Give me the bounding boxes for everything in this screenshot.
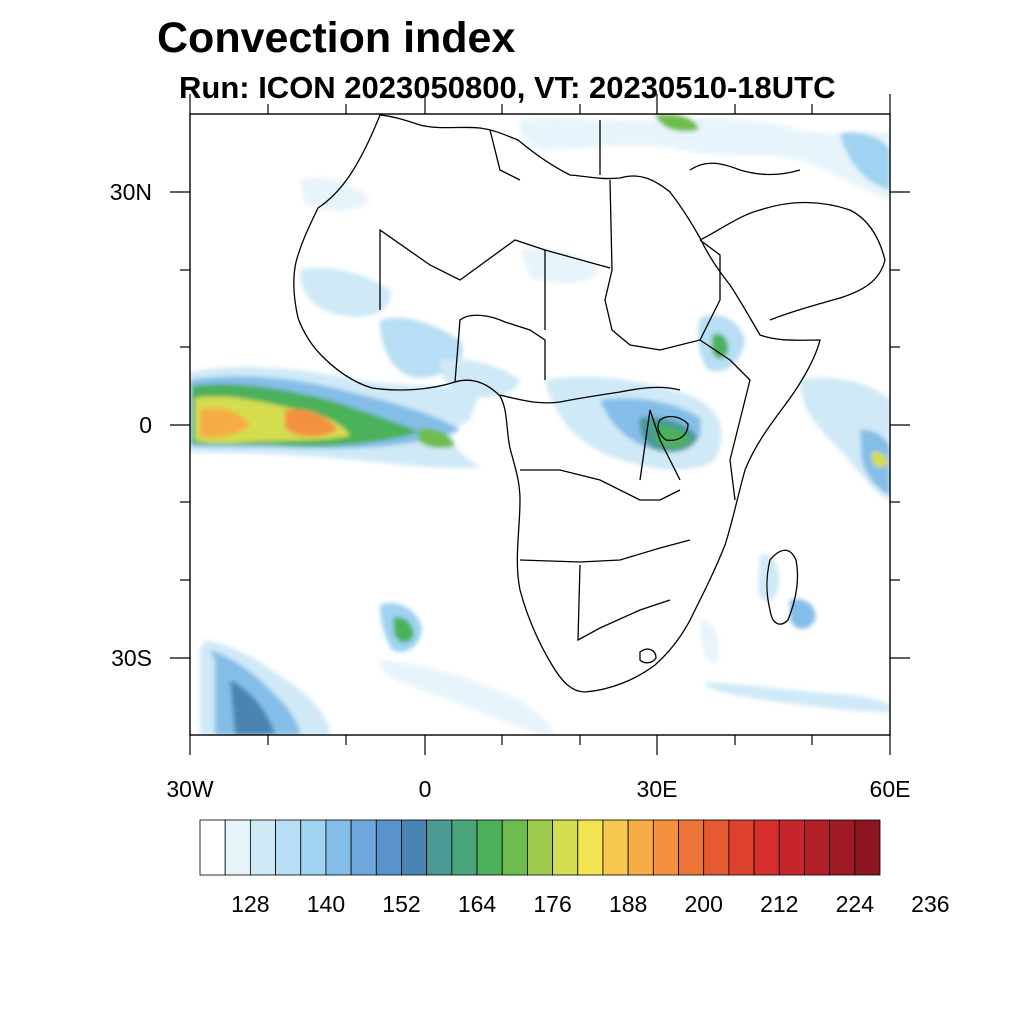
colorbar-swatch [829,819,856,876]
colorbar-swatch [350,819,377,876]
colorbar-tick-label: 152 [382,891,420,917]
colorbar-tick-label: 200 [685,891,723,917]
colorbar-tick-label: 224 [836,891,875,917]
lat-labels: 30N 0 30S [110,179,152,671]
colorbar-swatch [451,819,478,876]
colorbar [199,819,881,876]
colorbar-swatch [527,819,553,876]
colorbar-swatch [753,819,780,876]
map-title: Convection index [157,14,516,62]
colorbar-tick-label: 164 [458,891,497,917]
coastlines [293,114,886,693]
colorbar-tick-label: 236 [911,891,949,917]
colorbar-swatch [199,819,226,876]
colorbar-swatch [501,819,528,876]
colorbar-tick-label: 176 [533,891,571,917]
colorbar-tick-label: 212 [760,891,798,917]
map-subtitle: Run: ICON 2023050800, VT: 20230510-18UTC [179,70,836,105]
colorbar-swatch [426,819,453,876]
lat-label-0: 0 [139,412,152,438]
colorbar-swatch [275,819,302,876]
lon-labels: 30W 0 30E 60E [166,776,910,802]
lon-label-0: 0 [419,776,432,802]
colorbar-tick-label: 140 [307,891,345,917]
convection-shading [190,114,890,735]
lon-label-60e: 60E [870,776,911,802]
colorbar-swatch [577,819,604,876]
colorbar-swatch [224,819,251,876]
lat-label-30s: 30S [111,645,152,671]
axis-ticks [170,94,910,755]
colorbar-swatch [325,819,352,876]
colorbar-swatch [375,819,402,876]
colorbar-swatch [401,819,428,876]
colorbar-swatch [678,819,705,876]
colorbar-swatch [703,819,730,876]
colorbar-swatch [854,819,881,876]
colorbar-swatch [602,819,629,876]
lat-label-30n: 30N [110,179,152,205]
colorbar-labels: 128 140 152 164 176 188 200 212 224 236 [231,891,949,917]
lon-label-30e: 30E [637,776,678,802]
colorbar-swatch [778,819,805,876]
colorbar-swatch [249,819,276,876]
colorbar-swatch [652,819,679,876]
colorbar-swatch [300,819,327,876]
colorbar-tick-label: 128 [231,891,269,917]
colorbar-swatch [552,819,579,876]
lon-label-30w: 30W [166,776,214,802]
colorbar-swatch [476,819,503,876]
colorbar-swatch [728,819,755,876]
colorbar-swatch [804,819,831,876]
colorbar-tick-label: 188 [609,891,647,917]
colorbar-swatch [627,819,654,876]
